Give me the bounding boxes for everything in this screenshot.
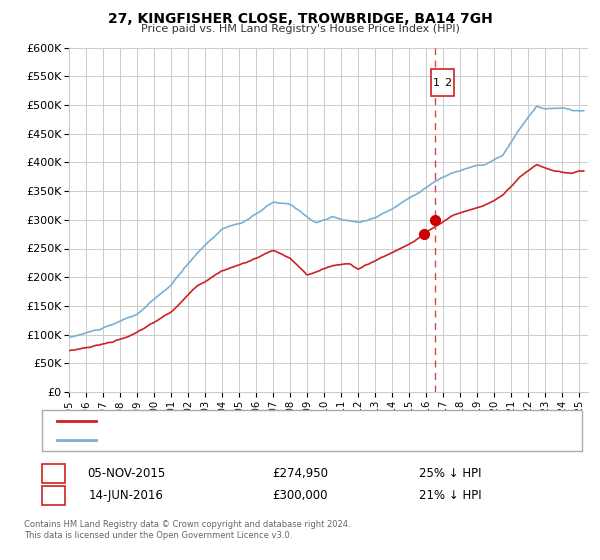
Text: £274,950: £274,950 — [272, 466, 328, 480]
Text: 14-JUN-2016: 14-JUN-2016 — [89, 489, 163, 502]
Text: £300,000: £300,000 — [272, 489, 328, 502]
Text: 2: 2 — [444, 78, 451, 87]
Text: Price paid vs. HM Land Registry's House Price Index (HPI): Price paid vs. HM Land Registry's House … — [140, 24, 460, 34]
Text: HPI: Average price, detached house, Wiltshire: HPI: Average price, detached house, Wilt… — [105, 435, 344, 445]
Text: 2: 2 — [50, 489, 57, 502]
Text: This data is licensed under the Open Government Licence v3.0.: This data is licensed under the Open Gov… — [24, 531, 292, 540]
Text: 27, KINGFISHER CLOSE, TROWBRIDGE, BA14 7GH (detached house): 27, KINGFISHER CLOSE, TROWBRIDGE, BA14 7… — [105, 416, 458, 426]
Text: 21% ↓ HPI: 21% ↓ HPI — [419, 489, 481, 502]
Text: 1: 1 — [433, 78, 440, 87]
Text: 25% ↓ HPI: 25% ↓ HPI — [419, 466, 481, 480]
Bar — [431, 69, 454, 96]
Text: Contains HM Land Registry data © Crown copyright and database right 2024.: Contains HM Land Registry data © Crown c… — [24, 520, 350, 529]
Text: 1: 1 — [50, 466, 57, 480]
Text: 27, KINGFISHER CLOSE, TROWBRIDGE, BA14 7GH: 27, KINGFISHER CLOSE, TROWBRIDGE, BA14 7… — [107, 12, 493, 26]
Text: 05-NOV-2015: 05-NOV-2015 — [87, 466, 165, 480]
